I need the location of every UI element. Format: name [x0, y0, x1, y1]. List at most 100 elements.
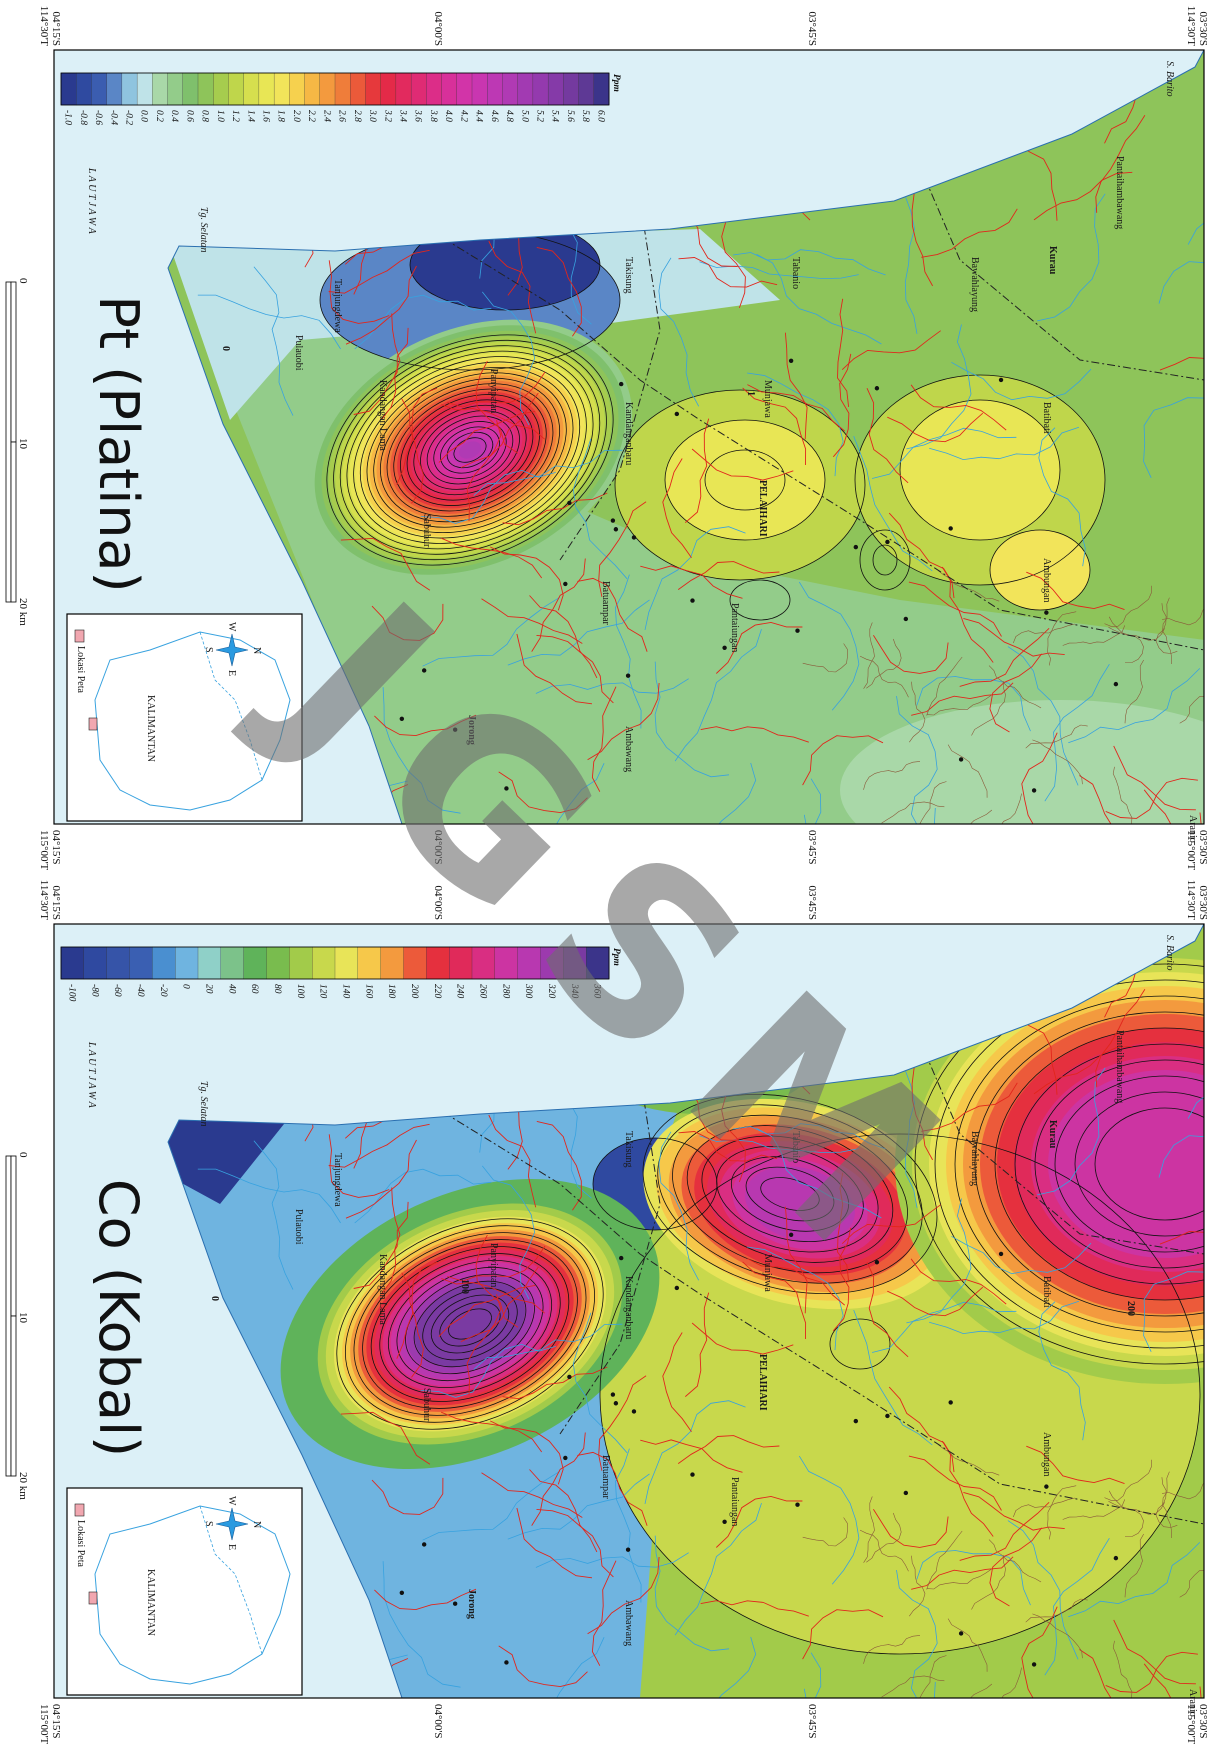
legend-label: 80 — [272, 984, 282, 994]
legend-label: 2.6 — [337, 110, 347, 122]
place-label: Tg. Selatan — [198, 1081, 209, 1127]
legend-swatch — [183, 73, 199, 105]
place-label: Kurau — [1047, 246, 1058, 275]
compass-label: S — [203, 1521, 214, 1527]
latitude-top: 03°30'S — [1197, 886, 1209, 921]
legend-swatch — [350, 73, 366, 105]
place-label: Kandangan Lama — [377, 1254, 388, 1325]
legend-label: 3.8 — [428, 109, 438, 122]
place-label: Pantaiungan — [729, 1477, 740, 1526]
legend-swatch — [305, 73, 321, 105]
legend-label: 0.8 — [200, 110, 210, 122]
contour-label: 1 — [745, 391, 756, 396]
legend-swatch — [533, 73, 549, 105]
place-label: Kandanganbaru — [623, 402, 634, 465]
sample-point — [1114, 1556, 1118, 1560]
contour-label: 100 — [459, 1279, 470, 1294]
sea-label: L A U T J A W A — [86, 167, 97, 235]
legend-swatch — [365, 73, 381, 105]
legend-swatch — [228, 73, 244, 105]
sample-point — [948, 526, 952, 530]
place-label: Ambawang — [623, 1600, 634, 1646]
legend-label: -0.8 — [78, 110, 88, 125]
inset-location — [89, 718, 97, 730]
sample-point — [675, 412, 679, 416]
sample-point — [632, 1409, 636, 1413]
compass-label: N — [251, 1521, 262, 1528]
legend-label: 160 — [363, 984, 373, 999]
inset-location — [89, 1592, 97, 1604]
legend-label: -0.2 — [124, 110, 134, 125]
scale-label: 0 — [17, 1152, 29, 1158]
sample-point — [563, 1456, 567, 1460]
sample-point — [854, 545, 858, 549]
legend-label: 200 — [409, 984, 419, 999]
place-label: Sabuhur — [421, 1388, 432, 1422]
legend-label: 220 — [432, 984, 442, 999]
latitude-top: 04°15'S — [50, 12, 62, 47]
latitude-bottom: 03°30'S — [1197, 1704, 1209, 1739]
contour-label: 0 — [220, 346, 231, 351]
legend-swatch — [76, 73, 92, 105]
compass-label: N — [251, 647, 262, 654]
legend-swatch — [579, 73, 595, 105]
compass-label: E — [226, 1544, 237, 1550]
inset-legend-label: Lokasi Peta — [75, 646, 86, 693]
legend-label: 3.6 — [413, 109, 423, 122]
place-label: Pulauobi — [293, 1209, 304, 1245]
sample-point — [690, 598, 694, 602]
legend-swatch — [61, 947, 84, 979]
legend-label: 3.0 — [367, 109, 377, 122]
place-label: Takisung — [623, 257, 634, 294]
latitude-top: 03°45'S — [806, 12, 818, 47]
sample-point — [1114, 682, 1118, 686]
legend-label: 3.4 — [398, 109, 408, 122]
place-label: Batibati — [1041, 402, 1052, 434]
sample-point — [504, 1660, 508, 1664]
inset-label: KALIMANTAN — [145, 695, 156, 762]
sample-point — [948, 1400, 952, 1404]
place-label: Tabanio — [790, 257, 801, 289]
sample-point — [626, 674, 630, 678]
legend-label: 5.8 — [580, 110, 590, 122]
legend-label: 5.0 — [519, 110, 529, 122]
legend-label: -40 — [135, 984, 145, 997]
sample-point — [611, 1392, 615, 1396]
legend-label: -100 — [66, 984, 76, 1002]
anomaly-zone — [900, 400, 1060, 540]
sample-point — [904, 1491, 908, 1495]
legend-swatch — [312, 947, 335, 979]
place-label: Ambungan — [1041, 558, 1052, 602]
legend-swatch — [107, 947, 130, 979]
legend-swatch — [548, 73, 564, 105]
legend-swatch — [259, 73, 275, 105]
legend-swatch — [137, 73, 153, 105]
contour-label: 0 — [209, 1296, 220, 1301]
legend-label: 6.0 — [595, 110, 605, 122]
place-label: Kandangan Lama — [377, 380, 388, 451]
sample-point — [789, 359, 793, 363]
place-label: Batibati — [1041, 1276, 1052, 1308]
legend-swatch — [175, 947, 198, 979]
latitude-bottom: 04°00'S — [432, 1704, 444, 1739]
legend-swatch — [472, 73, 488, 105]
map-sheet: S. BaritoPantaihambawangKurauBawahlayung… — [0, 0, 1229, 1756]
legend-label: 0 — [181, 984, 191, 989]
sample-point — [619, 382, 623, 386]
legend-swatch — [130, 947, 153, 979]
latitude-bottom: 04°15'S — [50, 830, 62, 865]
legend-swatch — [404, 947, 427, 979]
sample-point — [453, 1602, 457, 1606]
scale-bar — [6, 1156, 11, 1476]
scale-bar — [11, 282, 16, 442]
sample-point — [795, 628, 799, 632]
legend-label: 4.8 — [504, 110, 514, 122]
legend-label: 0.0 — [139, 110, 149, 122]
sea-label: L A U T J A W A — [86, 1041, 97, 1109]
legend-label: 180 — [386, 984, 396, 999]
inset-label: KALIMANTAN — [145, 1569, 156, 1636]
legend-label: 100 — [295, 984, 305, 999]
legend-label: -0.4 — [108, 110, 118, 125]
legend-swatch — [122, 73, 138, 105]
place-label: Pantaiungan — [729, 603, 740, 652]
